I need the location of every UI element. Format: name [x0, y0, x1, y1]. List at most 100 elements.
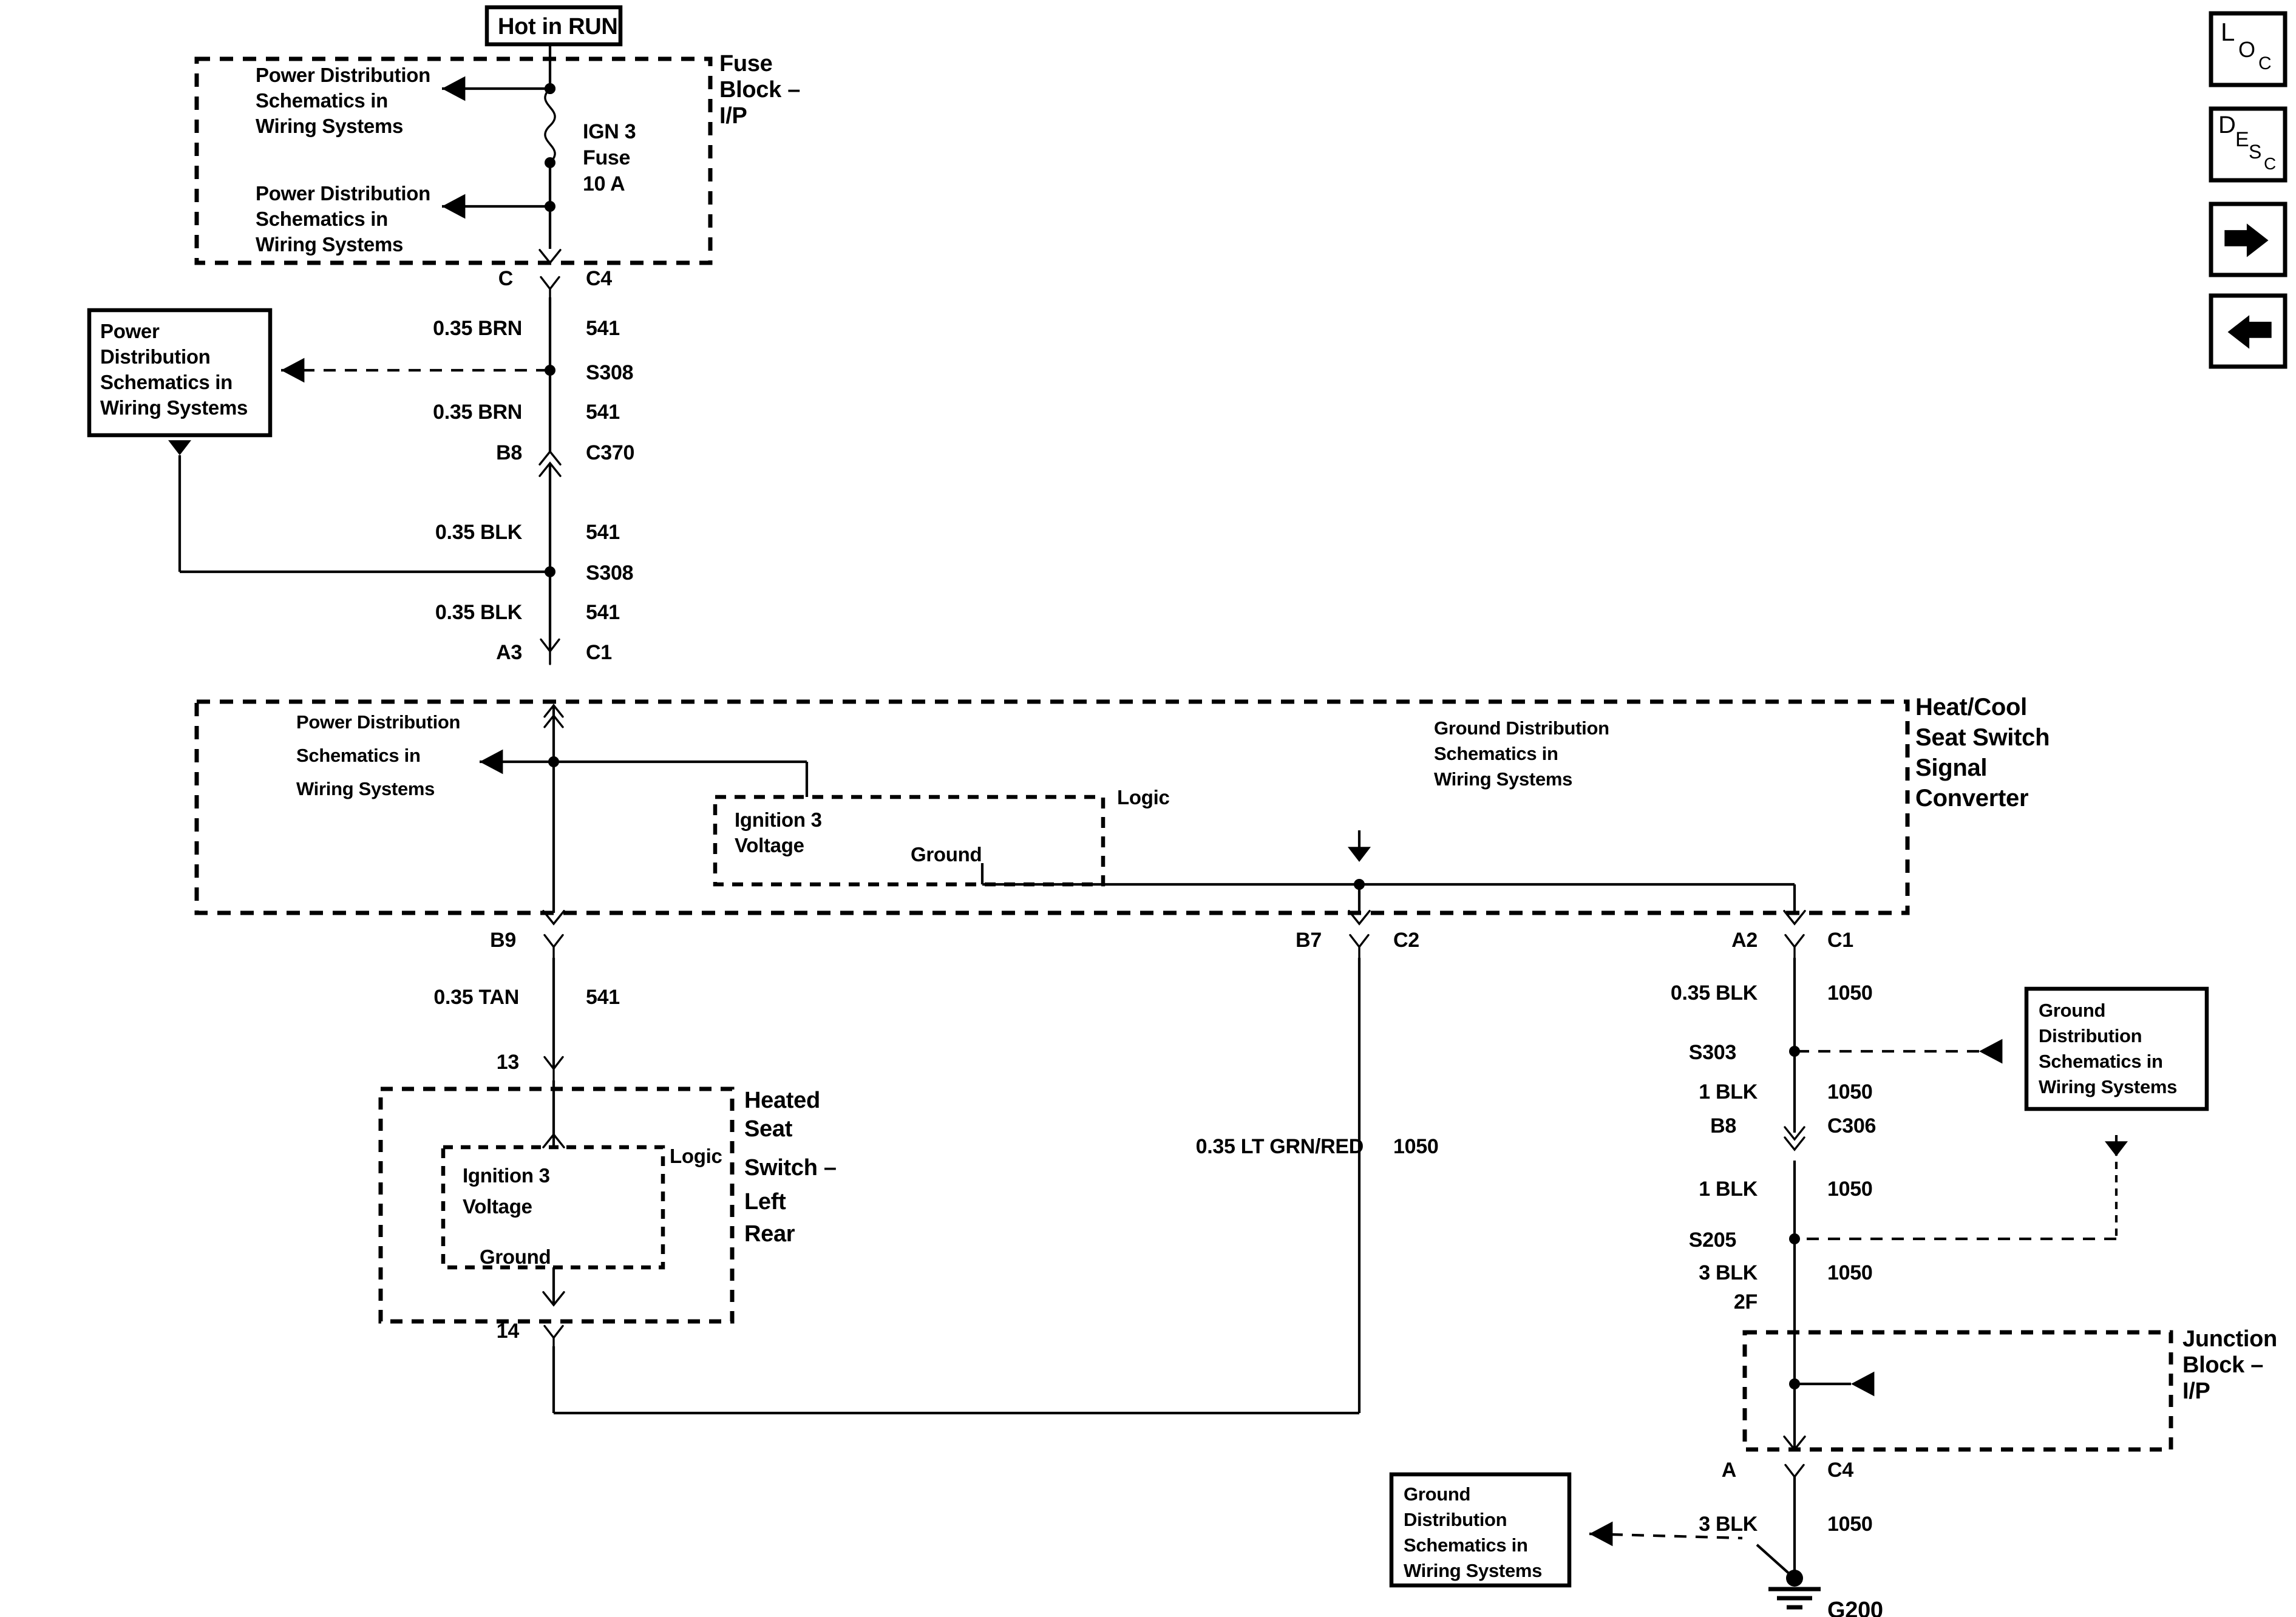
svg-text:S: S: [2249, 141, 2261, 163]
svg-text:C1: C1: [586, 641, 612, 664]
svg-text:Wiring Systems: Wiring Systems: [2039, 1076, 2177, 1097]
svg-text:Hot in RUN: Hot in RUN: [498, 14, 618, 39]
svg-text:C1: C1: [1827, 929, 1853, 952]
svg-text:Schematics in: Schematics in: [296, 745, 421, 766]
svg-text:Schematics in: Schematics in: [256, 89, 388, 112]
svg-text:Wiring Systems: Wiring Systems: [1404, 1560, 1542, 1581]
svg-text:O: O: [2238, 37, 2255, 62]
svg-text:Fuse: Fuse: [719, 51, 773, 76]
svg-text:Block –: Block –: [719, 77, 800, 103]
svg-text:Wiring Systems: Wiring Systems: [1434, 768, 1572, 790]
svg-text:S308: S308: [586, 561, 633, 585]
svg-text:Ground: Ground: [2039, 1000, 2105, 1021]
svg-text:1 BLK: 1 BLK: [1699, 1080, 1758, 1103]
svg-text:Converter: Converter: [1915, 785, 2028, 812]
svg-text:541: 541: [586, 317, 620, 340]
svg-text:Power Distribution: Power Distribution: [296, 711, 460, 733]
svg-text:E: E: [2235, 128, 2249, 151]
svg-text:Wiring Systems: Wiring Systems: [100, 396, 248, 419]
svg-text:Left: Left: [744, 1189, 786, 1215]
svg-text:Junction: Junction: [2182, 1326, 2277, 1352]
svg-text:Heated: Heated: [744, 1088, 820, 1113]
svg-text:B9: B9: [490, 929, 516, 952]
svg-text:Distribution: Distribution: [100, 345, 211, 368]
svg-text:0.35 BRN: 0.35 BRN: [433, 401, 522, 424]
svg-text:Ignition 3: Ignition 3: [463, 1164, 550, 1187]
svg-text:Wiring Systems: Wiring Systems: [296, 778, 435, 799]
svg-text:A: A: [1722, 1459, 1736, 1482]
svg-text:541: 541: [586, 521, 620, 544]
svg-text:C: C: [498, 267, 513, 290]
svg-text:C: C: [2264, 154, 2276, 173]
svg-text:1050: 1050: [1827, 1080, 1872, 1103]
svg-text:1050: 1050: [1827, 1261, 1872, 1284]
svg-text:Logic: Logic: [1117, 786, 1170, 808]
svg-text:C4: C4: [586, 267, 612, 290]
svg-text:I/P: I/P: [719, 103, 747, 129]
svg-text:3 BLK: 3 BLK: [1699, 1513, 1758, 1536]
svg-text:13: 13: [497, 1051, 519, 1074]
svg-text:Ground: Ground: [480, 1246, 551, 1268]
svg-text:B7: B7: [1296, 929, 1322, 952]
svg-text:Voltage: Voltage: [463, 1195, 532, 1218]
svg-text:S303: S303: [1689, 1041, 1736, 1064]
svg-text:G200: G200: [1827, 1598, 1883, 1617]
svg-text:541: 541: [586, 401, 620, 424]
svg-text:A3: A3: [496, 641, 522, 664]
svg-text:Switch –: Switch –: [744, 1155, 837, 1181]
svg-text:C4: C4: [1827, 1459, 1853, 1482]
svg-text:Power Distribution: Power Distribution: [256, 64, 430, 86]
svg-text:Rear: Rear: [744, 1221, 795, 1247]
svg-text:S205: S205: [1689, 1229, 1736, 1252]
svg-text:I/P: I/P: [2182, 1378, 2210, 1404]
svg-text:Schematics in: Schematics in: [256, 208, 388, 230]
svg-text:1050: 1050: [1827, 1513, 1872, 1536]
svg-text:Ignition 3: Ignition 3: [735, 808, 822, 831]
svg-text:Seat: Seat: [744, 1116, 793, 1142]
svg-text:0.35 LT GRN/RED: 0.35 LT GRN/RED: [1196, 1135, 1364, 1158]
svg-text:Schematics in: Schematics in: [1404, 1534, 1528, 1556]
svg-text:0.35 TAN: 0.35 TAN: [433, 986, 519, 1009]
svg-text:1050: 1050: [1827, 1178, 1872, 1201]
svg-text:Wiring Systems: Wiring Systems: [256, 233, 403, 256]
svg-text:Voltage: Voltage: [735, 834, 804, 856]
svg-text:Fuse: Fuse: [583, 146, 630, 169]
svg-text:Heat/Cool: Heat/Cool: [1915, 694, 2027, 720]
svg-text:C: C: [2258, 53, 2271, 73]
svg-text:3 BLK: 3 BLK: [1699, 1261, 1758, 1284]
svg-text:Seat Switch: Seat Switch: [1915, 724, 2050, 751]
svg-text:C2: C2: [1393, 929, 1419, 952]
svg-text:Block –: Block –: [2182, 1352, 2263, 1378]
svg-text:Distribution: Distribution: [2039, 1025, 2142, 1046]
svg-text:0.35 BRN: 0.35 BRN: [433, 317, 522, 340]
svg-text:B8: B8: [1710, 1114, 1736, 1137]
svg-text:541: 541: [586, 986, 620, 1009]
svg-text:Ground: Ground: [911, 843, 982, 866]
svg-text:Schematics in: Schematics in: [1434, 743, 1558, 764]
svg-text:Wiring Systems: Wiring Systems: [256, 115, 403, 137]
svg-text:A2: A2: [1731, 929, 1758, 952]
svg-text:L: L: [2221, 18, 2235, 46]
svg-text:Logic: Logic: [670, 1145, 722, 1167]
svg-text:D: D: [2218, 112, 2236, 138]
svg-text:IGN 3: IGN 3: [583, 120, 636, 143]
svg-text:Schematics in: Schematics in: [100, 371, 233, 393]
svg-text:Power: Power: [100, 320, 160, 342]
svg-text:C370: C370: [586, 441, 634, 464]
svg-text:1050: 1050: [1393, 1135, 1438, 1158]
svg-text:C306: C306: [1827, 1114, 1876, 1137]
svg-text:1050: 1050: [1827, 981, 1872, 1005]
svg-text:B8: B8: [496, 441, 522, 464]
svg-text:Power Distribution: Power Distribution: [256, 182, 430, 205]
svg-text:Schematics in: Schematics in: [2039, 1051, 2163, 1072]
svg-text:0.35 BLK: 0.35 BLK: [435, 521, 523, 544]
svg-text:S308: S308: [586, 361, 633, 384]
svg-text:Signal: Signal: [1915, 754, 1987, 781]
svg-text:0.35 BLK: 0.35 BLK: [1671, 981, 1758, 1005]
svg-text:Ground: Ground: [1404, 1483, 1470, 1505]
svg-text:541: 541: [586, 601, 620, 624]
svg-text:1 BLK: 1 BLK: [1699, 1178, 1758, 1201]
svg-text:10 A: 10 A: [583, 172, 625, 195]
svg-text:14: 14: [497, 1320, 520, 1343]
svg-text:2F: 2F: [1734, 1290, 1758, 1314]
